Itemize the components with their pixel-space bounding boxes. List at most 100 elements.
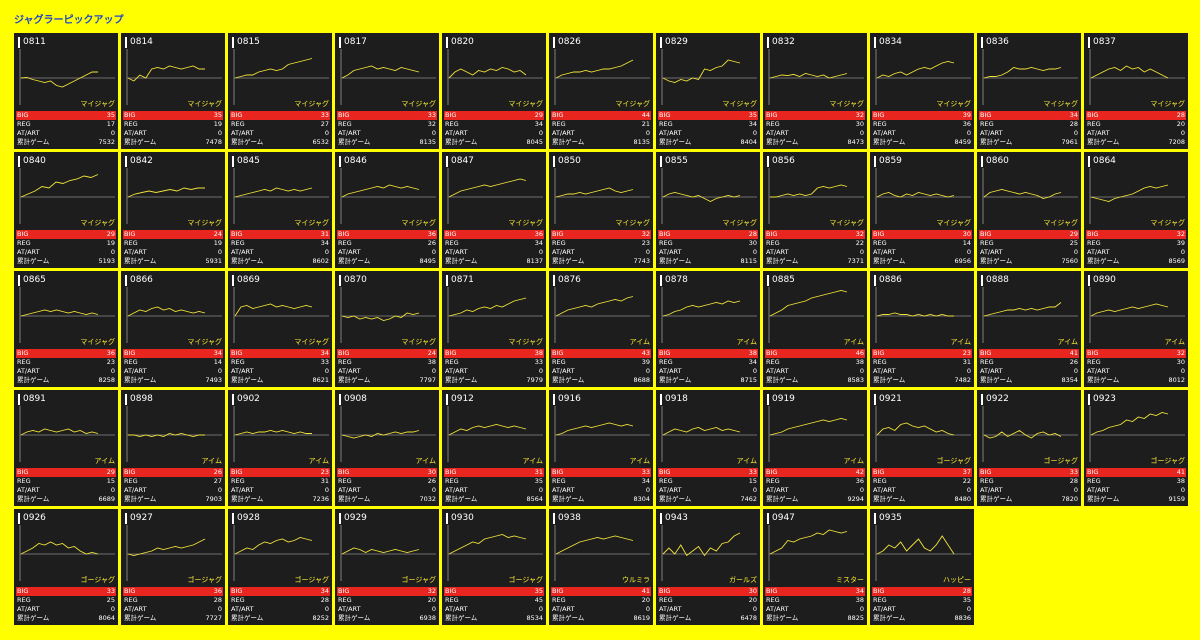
- machine-card[interactable]: 0856 マイジャグ BIG 32 REG 22 AT/ART 0 累計ゲーム 7371: [763, 152, 867, 268]
- machine-card[interactable]: 0923 ゴージャグ BIG 41 REG 38 AT/ART 0 累計ゲーム 9159: [1084, 390, 1188, 506]
- stat-value: 5193: [98, 257, 115, 265]
- stat-row-reg: REG 39: [1086, 239, 1186, 248]
- machine-card[interactable]: 0891 アイム BIG 29 REG 15 AT/ART 0 累計ゲーム 6689: [14, 390, 118, 506]
- machine-card[interactable]: 0898 アイム BIG 26 REG 27 AT/ART 0 累計ゲーム 7903: [121, 390, 225, 506]
- machine-card[interactable]: 0885 アイム BIG 46 REG 38 AT/ART 0 累計ゲーム 8583: [763, 271, 867, 387]
- machine-card[interactable]: 0869 マイジャグ BIG 34 REG 33 AT/ART 0 累計ゲーム 8621: [228, 271, 332, 387]
- machine-card[interactable]: 0902 アイム BIG 23 REG 31 AT/ART 0 累計ゲーム 7236: [228, 390, 332, 506]
- machine-number: 0902: [237, 394, 260, 404]
- stat-row-big: BIG 34: [765, 587, 865, 596]
- stat-value: 0: [1073, 486, 1078, 494]
- machine-card[interactable]: 0859 マイジャグ BIG 30 REG 14 AT/ART 0 累計ゲーム 6956: [870, 152, 974, 268]
- machine-card[interactable]: 0918 アイム BIG 33 REG 15 AT/ART 0 累計ゲーム 7462: [656, 390, 760, 506]
- machine-card[interactable]: 0845 マイジャグ BIG 31 REG 34 AT/ART 0 累計ゲーム 8602: [228, 152, 332, 268]
- machine-card[interactable]: 0829 マイジャグ BIG 35 REG 34 AT/ART 0 累計ゲーム 8404: [656, 33, 760, 149]
- stat-value: 28: [320, 596, 329, 604]
- machine-card[interactable]: 0864 マイジャグ BIG 32 REG 39 AT/ART 0 累計ゲーム 8569: [1084, 152, 1188, 268]
- machine-card[interactable]: 0850 マイジャグ BIG 32 REG 23 AT/ART 0 累計ゲーム 7743: [549, 152, 653, 268]
- stat-row-at-art: AT/ART 0: [979, 129, 1079, 138]
- stat-label: 累計ゲーム: [445, 495, 478, 503]
- machine-number: 0866: [130, 275, 153, 285]
- stat-row-reg: REG 45: [444, 596, 544, 605]
- stat-row-reg: REG 20: [1086, 120, 1186, 129]
- machine-card[interactable]: 0912 アイム BIG 31 REG 35 AT/ART 0 累計ゲーム 8564: [442, 390, 546, 506]
- machine-card[interactable]: 0947 ミスター BIG 34 REG 38 AT/ART 0 累計ゲーム 8825: [763, 509, 867, 625]
- stat-label: REG: [659, 596, 673, 604]
- stat-value: 8258: [98, 376, 115, 384]
- stat-value: 24: [213, 230, 222, 238]
- machine-card[interactable]: 0938 ウルミラ BIG 41 REG 20 AT/ART 0 累計ゲーム 8619: [549, 509, 653, 625]
- stat-value: 35: [748, 111, 757, 119]
- machine-card[interactable]: 0817 マイジャグ BIG 33 REG 32 AT/ART 0 累計ゲーム 8135: [335, 33, 439, 149]
- stat-row-total-games: 累計ゲーム 7560: [979, 257, 1079, 266]
- machine-card[interactable]: 0908 アイム BIG 30 REG 26 AT/ART 0 累計ゲーム 7032: [335, 390, 439, 506]
- stat-value: 22: [962, 477, 971, 485]
- machine-card[interactable]: 0820 マイジャグ BIG 29 REG 34 AT/ART 0 累計ゲーム 8045: [442, 33, 546, 149]
- machine-type-label: アイム: [1164, 338, 1185, 346]
- stat-row-reg: REG 26: [337, 239, 437, 248]
- stat-label: AT/ART: [338, 129, 361, 137]
- machine-type-label: マイジャグ: [1043, 100, 1078, 108]
- machine-card[interactable]: 0834 マイジャグ BIG 39 REG 36 AT/ART 0 累計ゲーム 8459: [870, 33, 974, 149]
- machine-card[interactable]: 0890 アイム BIG 32 REG 30 AT/ART 0 累計ゲーム 8012: [1084, 271, 1188, 387]
- stat-value: 6689: [98, 495, 115, 503]
- machine-card[interactable]: 0876 アイム BIG 43 REG 39 AT/ART 0 累計ゲーム 8688: [549, 271, 653, 387]
- stat-label: REG: [980, 477, 994, 485]
- title-marker: [1088, 394, 1090, 405]
- machine-card[interactable]: 0832 マイジャグ BIG 32 REG 30 AT/ART 0 累計ゲーム 8473: [763, 33, 867, 149]
- machine-card[interactable]: 0919 アイム BIG 42 REG 36 AT/ART 0 累計ゲーム 9294: [763, 390, 867, 506]
- machine-card[interactable]: 0878 アイム BIG 38 REG 34 AT/ART 0 累計ゲーム 8715: [656, 271, 760, 387]
- machine-card[interactable]: 0888 アイム BIG 41 REG 26 AT/ART 0 累計ゲーム 8354: [977, 271, 1081, 387]
- machine-card[interactable]: 0921 ゴージャグ BIG 37 REG 22 AT/ART 0 累計ゲーム 8480: [870, 390, 974, 506]
- machine-card[interactable]: 0886 アイム BIG 23 REG 31 AT/ART 0 累計ゲーム 7482: [870, 271, 974, 387]
- machine-card[interactable]: 0916 アイム BIG 33 REG 34 AT/ART 0 累計ゲーム 8304: [549, 390, 653, 506]
- trend-chart: [447, 287, 543, 343]
- stat-row-big: BIG 44: [551, 111, 651, 120]
- stat-value: 8137: [526, 257, 543, 265]
- machine-number: 0890: [1093, 275, 1116, 285]
- machine-card[interactable]: 0842 マイジャグ BIG 24 REG 19 AT/ART 0 累計ゲーム 5931: [121, 152, 225, 268]
- stat-label: AT/ART: [445, 367, 468, 375]
- machine-card[interactable]: 0840 マイジャグ BIG 29 REG 19 AT/ART 0 累計ゲーム 5193: [14, 152, 118, 268]
- machine-card[interactable]: 0866 マイジャグ BIG 34 REG 14 AT/ART 0 累計ゲーム 7493: [121, 271, 225, 387]
- stat-label: 累計ゲーム: [338, 138, 371, 146]
- machine-number: 0935: [879, 513, 902, 523]
- machine-card[interactable]: 0847 マイジャグ BIG 36 REG 34 AT/ART 0 累計ゲーム 8137: [442, 152, 546, 268]
- machine-card[interactable]: 0926 ゴージャグ BIG 33 REG 25 AT/ART 0 累計ゲーム 8064: [14, 509, 118, 625]
- machine-card[interactable]: 0930 ゴージャグ BIG 35 REG 45 AT/ART 0 累計ゲーム 8534: [442, 509, 546, 625]
- machine-card[interactable]: 0826 マイジャグ BIG 44 REG 21 AT/ART 0 累計ゲーム 8135: [549, 33, 653, 149]
- stat-row-big: BIG 30: [658, 587, 758, 596]
- machine-card[interactable]: 0855 マイジャグ BIG 28 REG 30 AT/ART 0 累計ゲーム 8115: [656, 152, 760, 268]
- machine-card[interactable]: 0927 ゴージャグ BIG 36 REG 28 AT/ART 0 累計ゲーム 7727: [121, 509, 225, 625]
- machine-card[interactable]: 0860 マイジャグ BIG 29 REG 25 AT/ART 0 累計ゲーム 7560: [977, 152, 1081, 268]
- title-marker: [874, 394, 876, 405]
- stat-row-big: BIG 34: [230, 349, 330, 358]
- machine-card[interactable]: 0837 マイジャグ BIG 28 REG 20 AT/ART 0 累計ゲーム 7208: [1084, 33, 1188, 149]
- machine-card[interactable]: 0871 マイジャグ BIG 38 REG 33 AT/ART 0 累計ゲーム 7979: [442, 271, 546, 387]
- machine-card[interactable]: 0935 ハッピー BIG 28 REG 35 AT/ART 0 累計ゲーム 8836: [870, 509, 974, 625]
- machine-card[interactable]: 0836 マイジャグ BIG 34 REG 28 AT/ART 0 累計ゲーム 7961: [977, 33, 1081, 149]
- machine-card[interactable]: 0815 マイジャグ BIG 33 REG 27 AT/ART 0 累計ゲーム 6532: [228, 33, 332, 149]
- stat-row-at-art: AT/ART 0: [16, 486, 116, 495]
- machine-card[interactable]: 0811 マイジャグ BIG 35 REG 17 AT/ART 0 累計ゲーム 7532: [14, 33, 118, 149]
- stat-value: 8252: [312, 614, 329, 622]
- machine-card[interactable]: 0928 ゴージャグ BIG 34 REG 28 AT/ART 0 累計ゲーム 8252: [228, 509, 332, 625]
- machine-number: 0811: [23, 37, 46, 47]
- machine-card[interactable]: 0814 マイジャグ BIG 35 REG 19 AT/ART 0 累計ゲーム 7478: [121, 33, 225, 149]
- stat-row-at-art: AT/ART 0: [16, 129, 116, 138]
- trend-line: [1090, 303, 1169, 317]
- machine-card[interactable]: 0922 ゴージャグ BIG 33 REG 28 AT/ART 0 累計ゲーム 7820: [977, 390, 1081, 506]
- machine-number: 0856: [772, 156, 795, 166]
- stat-label: AT/ART: [980, 367, 1003, 375]
- stat-label: BIG: [980, 349, 992, 357]
- stat-label: BIG: [873, 230, 885, 238]
- stat-label: REG: [659, 120, 673, 128]
- machine-card[interactable]: 0943 ガールズ BIG 30 REG 20 AT/ART 0 累計ゲーム 6478: [656, 509, 760, 625]
- machine-card[interactable]: 0865 マイジャグ BIG 36 REG 23 AT/ART 0 累計ゲーム 8258: [14, 271, 118, 387]
- stat-row-total-games: 累計ゲーム 5931: [123, 257, 223, 266]
- trend-chart: [126, 287, 222, 343]
- machine-card[interactable]: 0846 マイジャグ BIG 36 REG 26 AT/ART 0 累計ゲーム 8495: [335, 152, 439, 268]
- trend-chart: [19, 406, 115, 462]
- machine-card[interactable]: 0929 ゴージャグ BIG 32 REG 20 AT/ART 0 累計ゲーム 6938: [335, 509, 439, 625]
- machine-card[interactable]: 0870 マイジャグ BIG 24 REG 38 AT/ART 0 累計ゲーム 7797: [335, 271, 439, 387]
